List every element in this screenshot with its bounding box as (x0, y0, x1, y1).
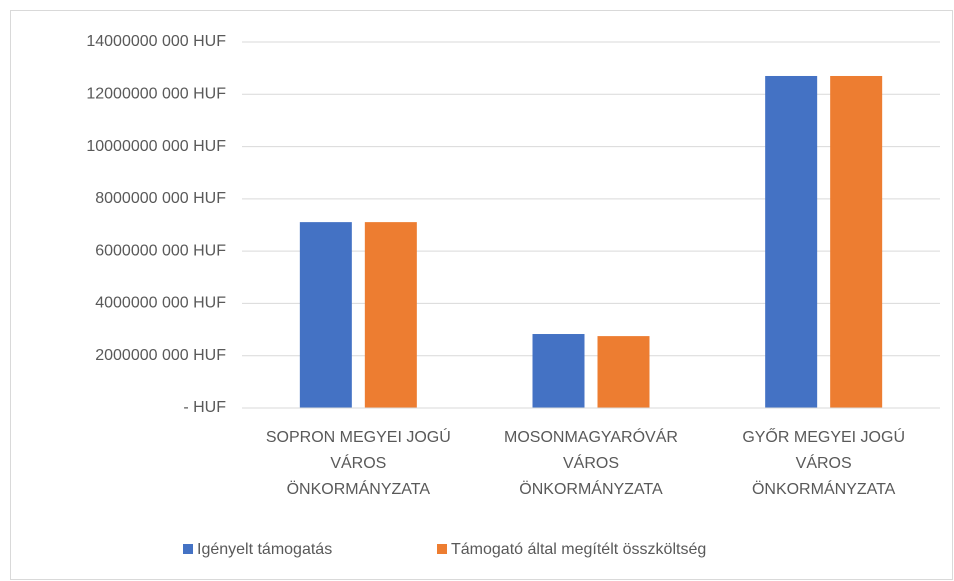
bar (597, 336, 650, 408)
bar (532, 334, 585, 408)
chart-border (10, 10, 953, 580)
y-tick-label: 10000000 000 HUF (86, 138, 226, 155)
x-tick-label: MOSONMAGYARÓVÁR VÁROS ÖNKORMÁNYZATA (504, 429, 678, 498)
legend-label: Igényelt támogatás (197, 541, 332, 558)
legend-label: Támogató által megítélt összköltség (451, 541, 706, 558)
legend-swatch (183, 544, 193, 554)
bar (765, 75, 818, 408)
y-tick-label: 6000000 000 HUF (95, 242, 226, 259)
y-tick-label: 4000000 000 HUF (95, 295, 226, 312)
bar (830, 75, 883, 408)
y-tick-label: 12000000 000 HUF (86, 86, 226, 103)
y-tick-label: 8000000 000 HUF (95, 190, 226, 207)
bar (299, 222, 352, 408)
x-tick-label: GYŐR MEGYEI JOGÚ VÁROS ÖNKORMÁNYZATA (742, 429, 905, 498)
legend-swatch (437, 544, 447, 554)
y-tick-label: 2000000 000 HUF (95, 347, 226, 364)
y-tick-label: - HUF (183, 399, 226, 416)
bar (364, 222, 417, 408)
x-tick-label: SOPRON MEGYEI JOGÚ VÁROS ÖNKORMÁNYZATA (265, 429, 451, 498)
y-tick-label: 14000000 000 HUF (86, 33, 226, 50)
